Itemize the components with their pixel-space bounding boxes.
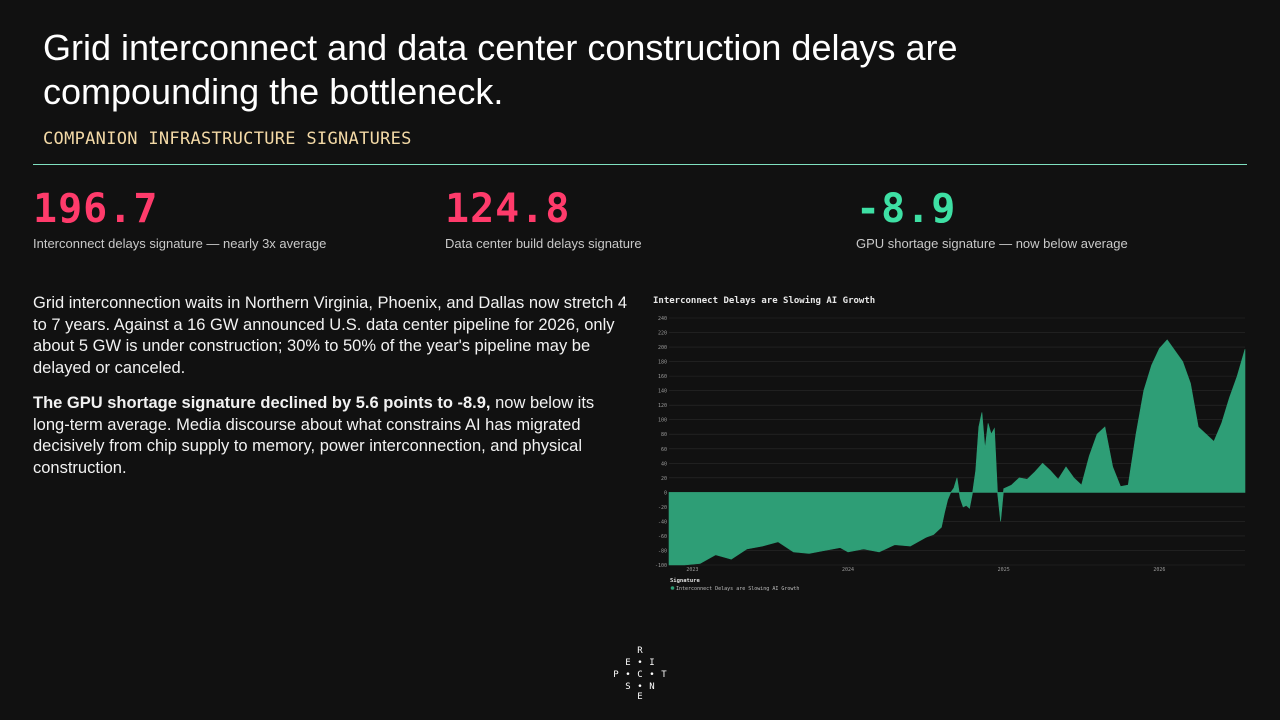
logo-letter: I (649, 658, 655, 668)
y-tick-label: 180 (658, 360, 667, 366)
y-tick-label: -40 (658, 519, 667, 525)
y-tick-label: 160 (658, 374, 667, 380)
logo-dot: • (637, 682, 643, 692)
x-tick-label: 2024 (842, 567, 854, 573)
slide-title: Grid interconnect and data center constr… (43, 27, 958, 112)
stat-value-datacenter: 124.8 (445, 186, 571, 232)
body-paragraph-2-rest: now below its long-term average. Media d… (33, 394, 595, 477)
x-tick-label: 2026 (1153, 567, 1165, 573)
body-text: Grid interconnection waits in Northern V… (33, 293, 633, 493)
stat-gpu: -8.9 GPU shortage signature — now below … (856, 186, 1128, 251)
logo-letter: T (661, 670, 667, 680)
y-tick-label: 20 (661, 476, 667, 482)
logo-dot: • (649, 670, 655, 680)
stat-label-datacenter: Data center build delays signature (445, 236, 642, 251)
logo-letter: E (637, 692, 643, 702)
body-paragraph-2: The GPU shortage signature declined by 5… (33, 393, 633, 479)
slide-subtitle: COMPANION INFRASTRUCTURE SIGNATURES (43, 129, 412, 149)
chart-svg: Interconnect Delays are Slowing AI Growt… (653, 295, 1246, 592)
y-tick-label: -80 (658, 548, 667, 554)
logo-letter: P (613, 670, 619, 680)
brand-logo: R E • I P • C • T S • N E (612, 646, 668, 702)
legend-title: Signature (670, 578, 700, 584)
divider-rule (33, 164, 1247, 165)
y-tick-label: 200 (658, 345, 667, 351)
body-paragraph-2-bold: The GPU shortage signature declined by 5… (33, 394, 491, 412)
y-tick-label: 120 (658, 403, 667, 409)
stat-value-interconnect: 196.7 (33, 186, 159, 232)
logo-letter: N (649, 682, 655, 692)
x-tick-label: 2025 (998, 567, 1010, 573)
logo-letter: C (637, 670, 643, 680)
y-tick-label: -100 (655, 563, 667, 569)
stat-label-interconnect: Interconnect delays signature — nearly 3… (33, 236, 327, 251)
stat-datacenter: 124.8 Data center build delays signature (445, 186, 642, 251)
y-tick-label: 140 (658, 389, 667, 395)
y-tick-label: 220 (658, 331, 667, 337)
body-paragraph-1: Grid interconnection waits in Northern V… (33, 294, 627, 377)
logo-letter: S (625, 682, 631, 692)
y-tick-label: 60 (661, 447, 667, 453)
legend-swatch (670, 586, 675, 590)
y-tick-label: 240 (658, 316, 667, 322)
x-tick-label: 2023 (686, 567, 698, 573)
y-tick-label: -60 (658, 534, 667, 540)
y-tick-label: 0 (664, 490, 667, 496)
y-tick-label: 40 (661, 461, 667, 467)
stat-value-gpu: -8.9 (856, 186, 957, 232)
logo-dot: • (625, 670, 631, 680)
stat-label-gpu: GPU shortage signature — now below avera… (856, 236, 1128, 251)
y-tick-label: 100 (658, 418, 667, 424)
stat-interconnect: 196.7 Interconnect delays signature — ne… (33, 186, 326, 251)
interconnect-chart: Interconnect Delays are Slowing AI Growt… (648, 290, 1248, 595)
y-tick-label: -20 (658, 505, 667, 511)
chart-series-area (668, 339, 1246, 566)
logo-letter: R (637, 646, 643, 656)
chart-title: Interconnect Delays are Slowing AI Growt… (653, 295, 875, 306)
logo-dot: • (637, 658, 643, 668)
legend-entry: Interconnect Delays are Slowing AI Growt… (676, 586, 799, 592)
logo-letter: E (625, 658, 631, 668)
y-tick-label: 80 (661, 432, 667, 438)
